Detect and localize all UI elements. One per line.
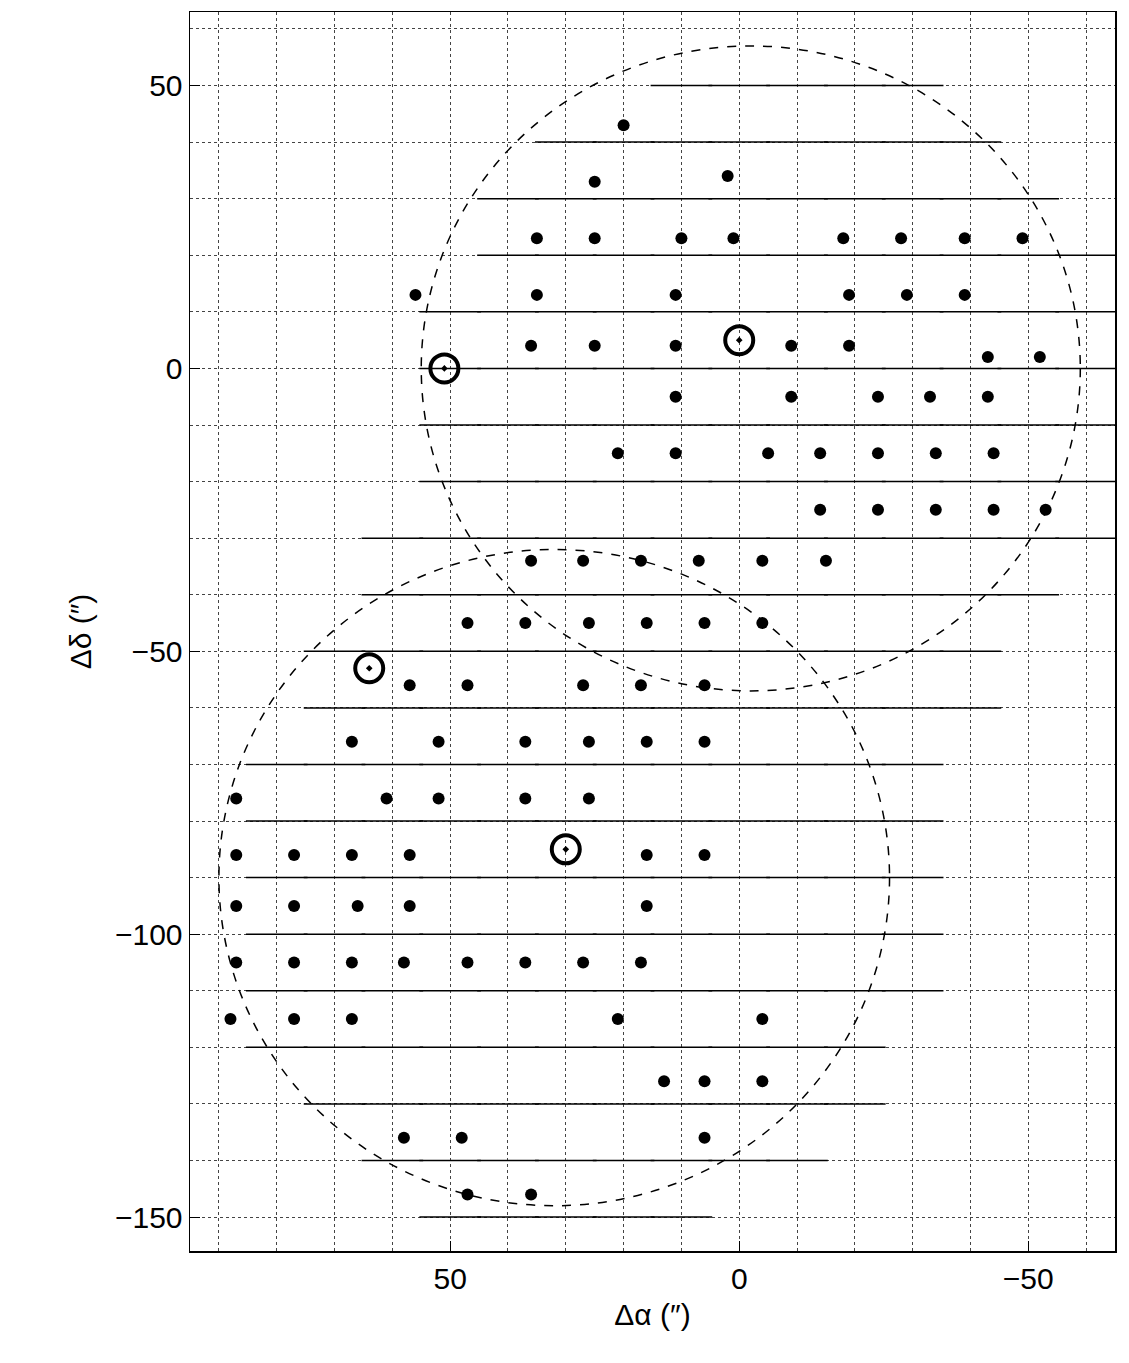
svg-text:50: 50 bbox=[433, 1262, 466, 1295]
svg-text:−50: −50 bbox=[132, 635, 183, 668]
svg-text:Δδ (″): Δδ (″) bbox=[64, 594, 97, 670]
svg-text:−100: −100 bbox=[115, 918, 183, 951]
svg-text:0: 0 bbox=[166, 352, 183, 385]
svg-text:−50: −50 bbox=[1003, 1262, 1054, 1295]
svg-text:50: 50 bbox=[149, 69, 182, 102]
svg-text:0: 0 bbox=[731, 1262, 748, 1295]
svg-text:−150: −150 bbox=[115, 1201, 183, 1234]
svg-text:Δα (″): Δα (″) bbox=[614, 1298, 690, 1331]
